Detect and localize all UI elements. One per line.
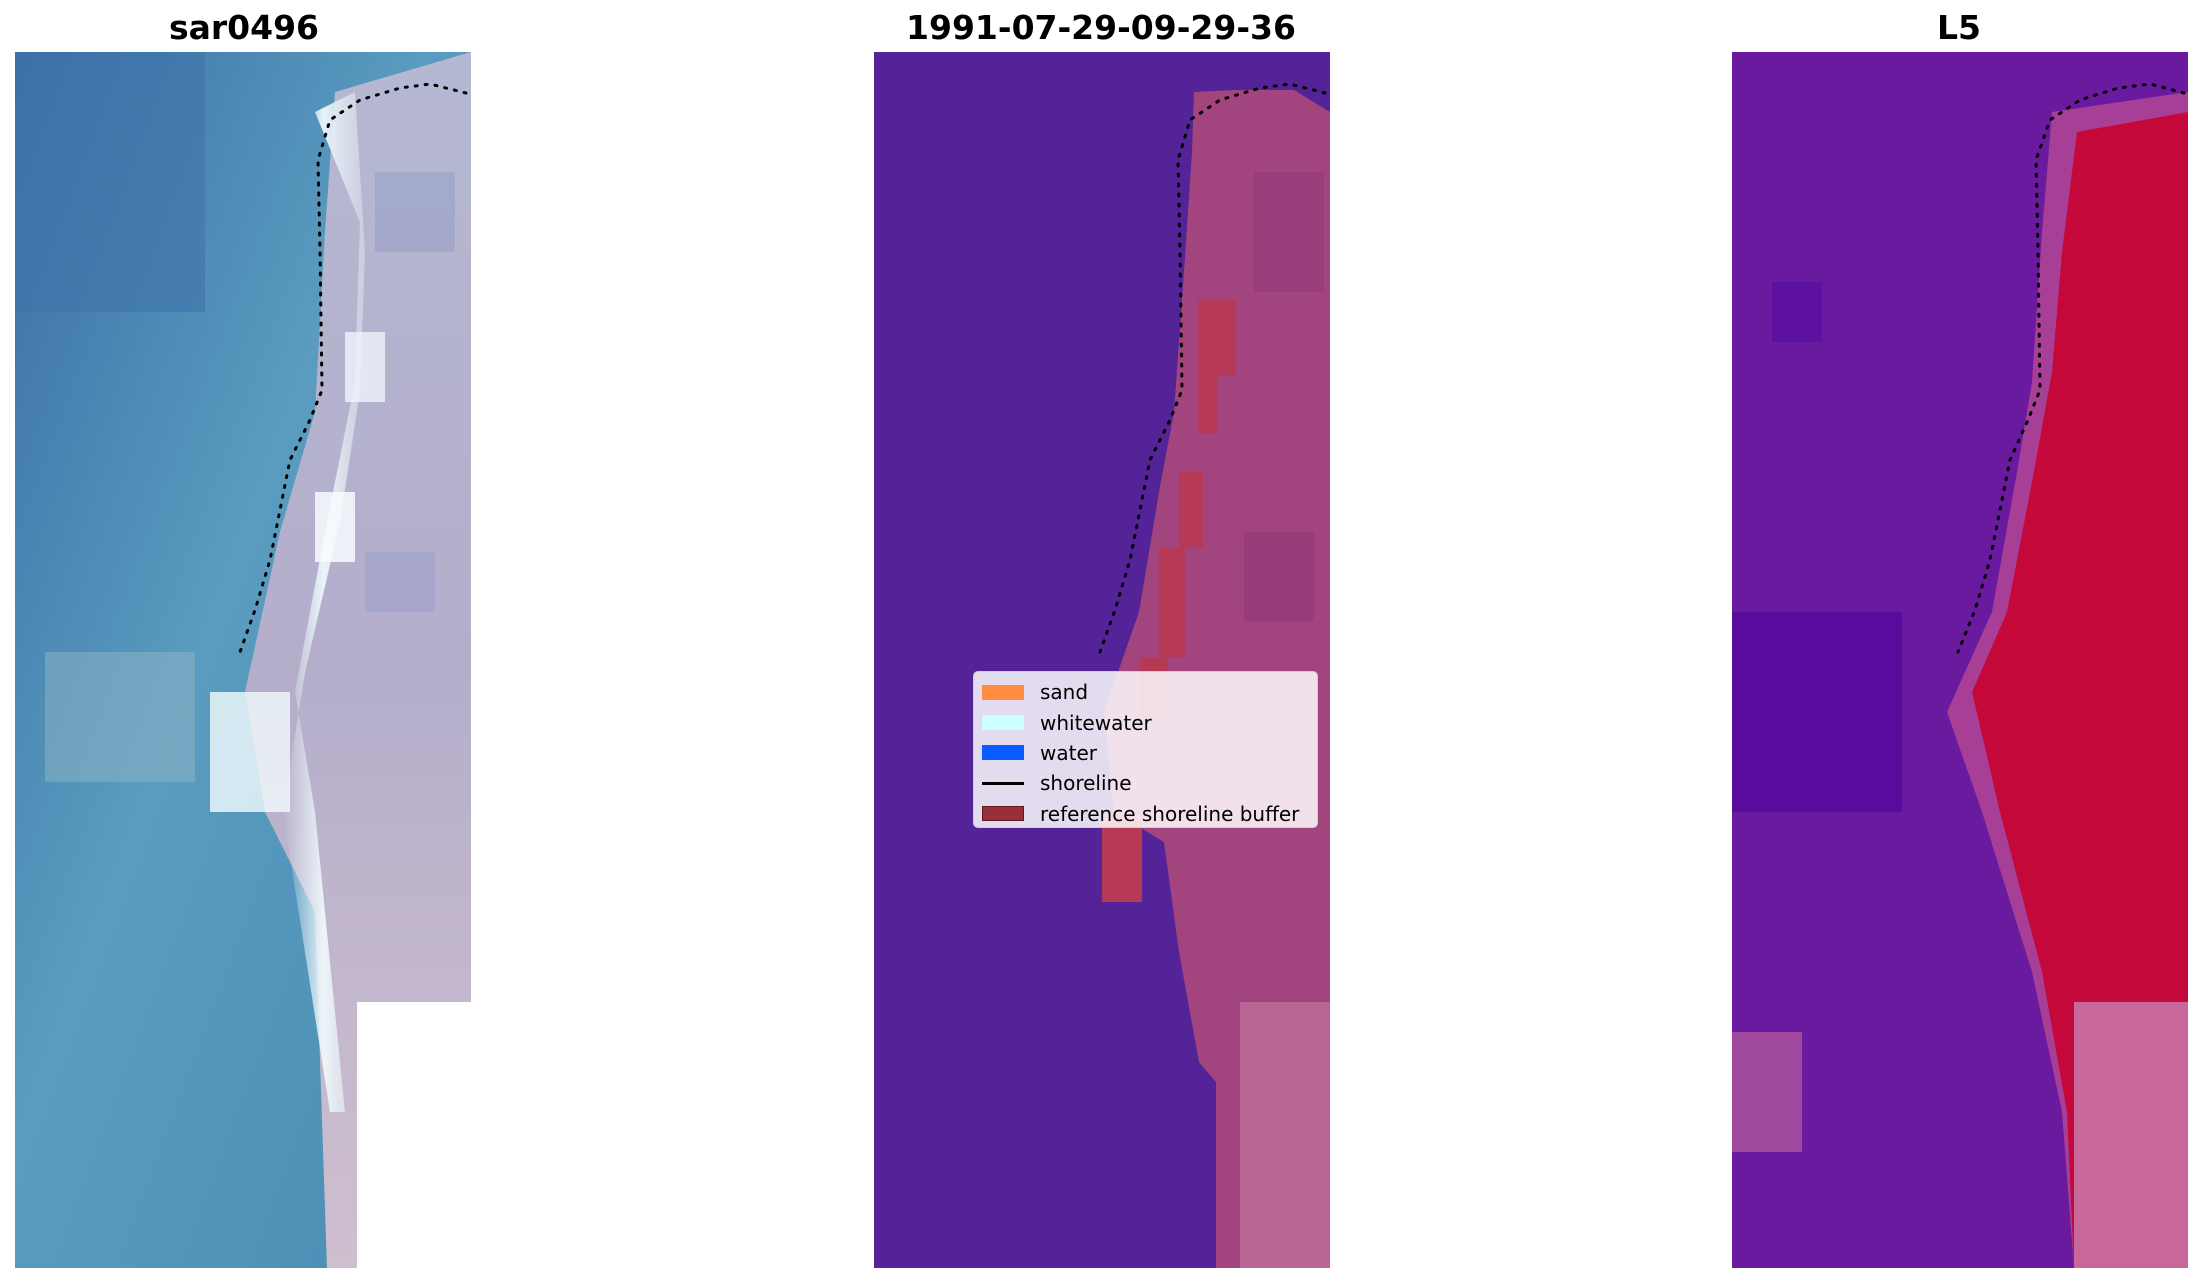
legend-item-sand: sand	[982, 677, 1309, 707]
legend-item-whitewater: whitewater	[982, 707, 1309, 737]
rgb-image-panel	[15, 52, 471, 1268]
classification-panel	[874, 52, 1330, 1268]
reference-buffer-swatch	[982, 806, 1024, 822]
legend: sand whitewater water shoreline referenc…	[973, 671, 1318, 828]
panel-title-rgb: sar0496	[168, 8, 320, 47]
classification-image	[874, 52, 1330, 1268]
water-swatch	[982, 745, 1024, 761]
panel-title-date: 1991-07-29-09-29-36	[906, 8, 1296, 47]
sand-swatch	[982, 684, 1024, 700]
shoreline-dotted-index	[1956, 82, 2186, 654]
legend-label: shoreline	[1040, 771, 1132, 796]
legend-label: reference shoreline buffer	[1040, 801, 1300, 826]
legend-item-reference-buffer: reference shoreline buffer	[982, 799, 1309, 829]
legend-item-shoreline: shoreline	[982, 768, 1309, 798]
legend-item-water: water	[982, 738, 1309, 768]
legend-label: sand	[1040, 680, 1089, 705]
shoreline-dotted-classified	[1098, 82, 1327, 654]
shoreline-dotted-rgb	[238, 82, 468, 654]
legend-label: water	[1040, 740, 1097, 765]
rgb-image	[15, 52, 471, 1268]
panel-title-satellite: L5	[1937, 8, 1981, 47]
legend-label: whitewater	[1040, 710, 1152, 735]
whitewater-swatch	[982, 715, 1024, 731]
shoreline-line-swatch	[982, 781, 1024, 785]
index-panel	[1732, 52, 2188, 1268]
index-image	[1732, 52, 2188, 1268]
